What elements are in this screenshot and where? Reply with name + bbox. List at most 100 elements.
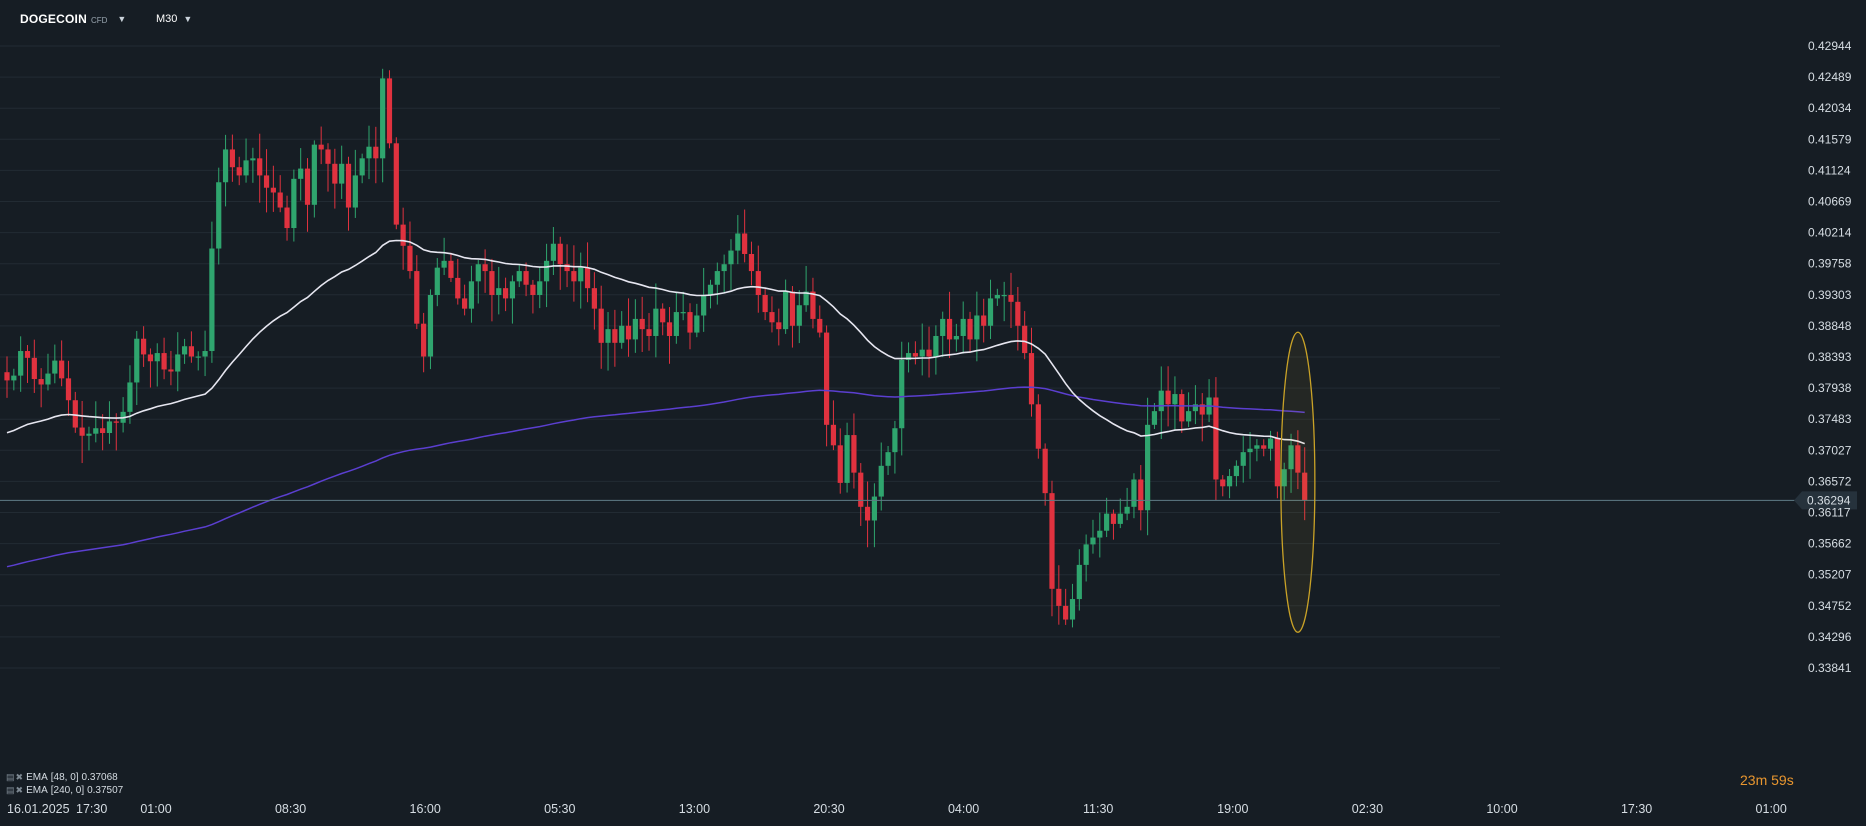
candle-body: [953, 335, 959, 340]
candle-body: [728, 250, 734, 265]
candle-body: [864, 506, 871, 521]
candle-body: [311, 144, 317, 205]
time-tick-label: 02:30: [1352, 802, 1383, 816]
legend-name: EMA: [26, 785, 48, 796]
ema-48-line: [6, 239, 1305, 445]
candle-body: [619, 325, 625, 343]
caret-down-icon: ▼: [183, 14, 193, 24]
price-tick-label: 0.35662: [1808, 537, 1852, 551]
candle-body: [1131, 479, 1137, 507]
candle-body: [24, 351, 31, 358]
candle-body: [844, 435, 850, 483]
candle-body: [45, 373, 51, 385]
candle-body: [236, 167, 242, 176]
candle-body: [448, 260, 454, 278]
candle-body: [892, 428, 898, 453]
candle-body: [523, 271, 529, 285]
candle-body: [1254, 445, 1260, 449]
candle-body: [1165, 390, 1171, 405]
candle-body: [899, 359, 905, 429]
candle-body: [482, 264, 488, 272]
candle-body: [632, 318, 638, 340]
candle-body: [127, 382, 133, 412]
close-icon[interactable]: ✖: [15, 785, 24, 795]
time-tick-label: 19:00: [1217, 802, 1248, 816]
candle-body: [65, 378, 72, 401]
price-tick-label: 0.39303: [1808, 288, 1852, 302]
candle-body: [967, 318, 973, 340]
candle-body: [243, 160, 249, 176]
candle-body: [707, 284, 714, 295]
candle-body: [1213, 397, 1219, 480]
candle-body: [352, 175, 358, 208]
candle-body: [537, 281, 543, 295]
candle-body: [1124, 506, 1130, 514]
price-tick-label: 0.37483: [1808, 412, 1852, 426]
candle-body: [270, 187, 276, 193]
candle-body: [502, 288, 509, 299]
candle-body: [304, 168, 311, 205]
price-axis: 0.42944 0.42489 0.42034 0.41579 0.41124 0.406…: [1808, 39, 1852, 675]
candle-body: [222, 149, 229, 183]
settings-icon[interactable]: ▤: [6, 772, 15, 782]
candle-body: [960, 318, 966, 336]
candle-countdown: 23m 59s: [1740, 772, 1794, 788]
candle-body: [1233, 465, 1239, 477]
candle-body: [72, 400, 78, 428]
candle-body: [673, 312, 679, 336]
candle-body: [1015, 301, 1021, 326]
candle-body: [489, 271, 495, 295]
candle-body: [1097, 530, 1103, 538]
candle-body: [175, 354, 181, 372]
candle-body: [427, 294, 434, 357]
candle-body: [79, 427, 85, 436]
candle-body: [475, 264, 481, 282]
grid-lines: [0, 45, 1500, 669]
price-tick-label: 0.38393: [1808, 350, 1852, 364]
candle-body: [1083, 544, 1089, 565]
candle-body: [38, 379, 44, 385]
candle-body: [1158, 390, 1164, 412]
candle-body: [1042, 448, 1048, 494]
candle-body: [250, 158, 256, 161]
candle-body: [1090, 537, 1096, 545]
time-tick-label: 05:30: [544, 802, 575, 816]
time-tick-label: 11:30: [1083, 802, 1113, 816]
close-icon[interactable]: ✖: [15, 772, 24, 782]
candle-body: [216, 182, 222, 249]
candle-body: [550, 243, 556, 261]
legend-name: EMA: [26, 772, 48, 783]
candle-body: [1110, 513, 1117, 524]
candle-body: [817, 318, 823, 333]
settings-icon[interactable]: ▤: [6, 785, 15, 795]
candle-body: [373, 146, 379, 159]
timeframe-selector[interactable]: M30 ▼: [150, 9, 198, 29]
candle-body: [742, 233, 748, 254]
symbol-selector[interactable]: DOGECOIN CFD ▼: [20, 10, 126, 28]
price-tick-label: 0.40214: [1808, 226, 1852, 240]
candle-body: [1145, 424, 1151, 511]
price-tick-label: 0.37938: [1808, 381, 1852, 395]
candle-body: [543, 260, 550, 282]
candle-body: [284, 207, 290, 229]
candle-body: [974, 315, 980, 340]
candle-body: [1008, 294, 1014, 302]
price-tick-label: 0.40669: [1808, 195, 1852, 209]
candle-body: [858, 472, 864, 507]
candle-body: [188, 346, 195, 357]
candle-body: [1226, 476, 1233, 487]
legend-row-ema-48: ▤ ✖ EMA [48, 0] 0.37068: [6, 771, 123, 784]
timeframe-label: M30: [156, 13, 178, 25]
candle-body: [52, 360, 58, 374]
candle-body: [905, 353, 912, 360]
current-price-marker: 0.36294: [1794, 491, 1857, 510]
chart-toolbar: DOGECOIN CFD ▼ M30 ▼: [0, 0, 1866, 38]
candle-body: [810, 291, 816, 319]
indicator-legend: ▤ ✖ EMA [48, 0] 0.37068 ▤ ✖ EMA [240, 0]…: [6, 771, 123, 797]
candle-body: [714, 271, 720, 285]
candle-body: [298, 168, 304, 179]
time-tick-label: 17:30: [76, 802, 107, 816]
candle-body: [1179, 394, 1185, 422]
candle-body: [147, 354, 154, 362]
